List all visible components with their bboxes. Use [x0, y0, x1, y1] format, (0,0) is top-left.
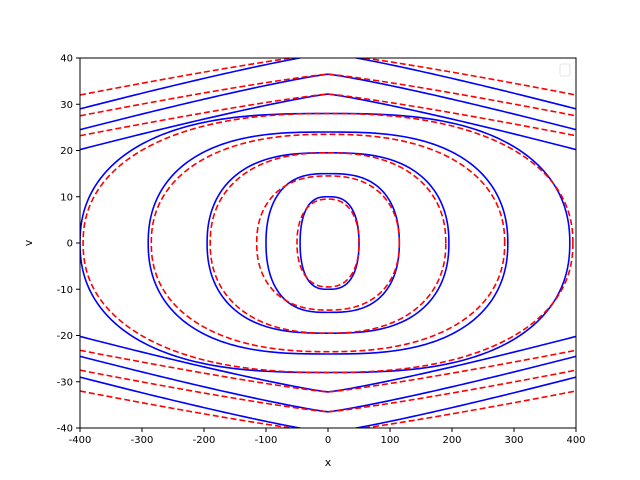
y-tick-label: -30 [57, 377, 73, 388]
closed-contour [209, 152, 447, 334]
x-tick-label: -300 [131, 435, 154, 446]
open-contour [80, 390, 576, 428]
legend-box [559, 63, 571, 77]
x-tick-label: 300 [504, 435, 523, 446]
y-tick-label: -10 [57, 285, 73, 296]
y-tick-label: -20 [57, 331, 73, 342]
y-tick-label: 40 [60, 54, 73, 65]
closed-contour [299, 195, 360, 291]
open-contour [80, 349, 576, 393]
open-contour [80, 355, 576, 413]
x-tick-label: -400 [69, 435, 92, 446]
open-contour [80, 369, 576, 413]
open-contour [80, 58, 576, 96]
open-contour [80, 93, 576, 151]
open-contour [80, 376, 576, 428]
x-tick-label: -200 [193, 435, 216, 446]
x-axis-label: x [325, 456, 332, 469]
closed-contour [82, 112, 574, 374]
closed-contour [80, 112, 571, 374]
closed-contour [150, 133, 506, 353]
open-contour [80, 73, 576, 117]
x-tick-label: -100 [255, 435, 278, 446]
x-axis-ticks: -400 -300 -200 -100 0 100 200 300 400 [69, 428, 586, 446]
open-contour [80, 58, 576, 110]
open-contour [80, 73, 576, 131]
y-tick-label: 10 [60, 192, 73, 203]
y-axis-label: v [22, 239, 35, 246]
contour-curves [80, 58, 576, 428]
closed-contour [206, 152, 450, 334]
closed-contour [296, 198, 360, 288]
y-tick-label: 20 [60, 146, 73, 157]
y-axis-ticks: -40 -30 -20 -10 0 10 20 30 40 [57, 54, 80, 435]
y-tick-label: 30 [60, 100, 73, 111]
closed-contour [147, 131, 509, 355]
closed-contour [265, 172, 401, 314]
x-tick-label: 400 [566, 435, 585, 446]
x-tick-label: 0 [325, 435, 331, 446]
x-tick-label: 200 [442, 435, 461, 446]
open-contour [80, 93, 576, 137]
y-tick-label: -40 [57, 424, 73, 435]
x-tick-label: 100 [380, 435, 399, 446]
open-contour [80, 335, 576, 393]
y-tick-label: 0 [67, 239, 73, 250]
